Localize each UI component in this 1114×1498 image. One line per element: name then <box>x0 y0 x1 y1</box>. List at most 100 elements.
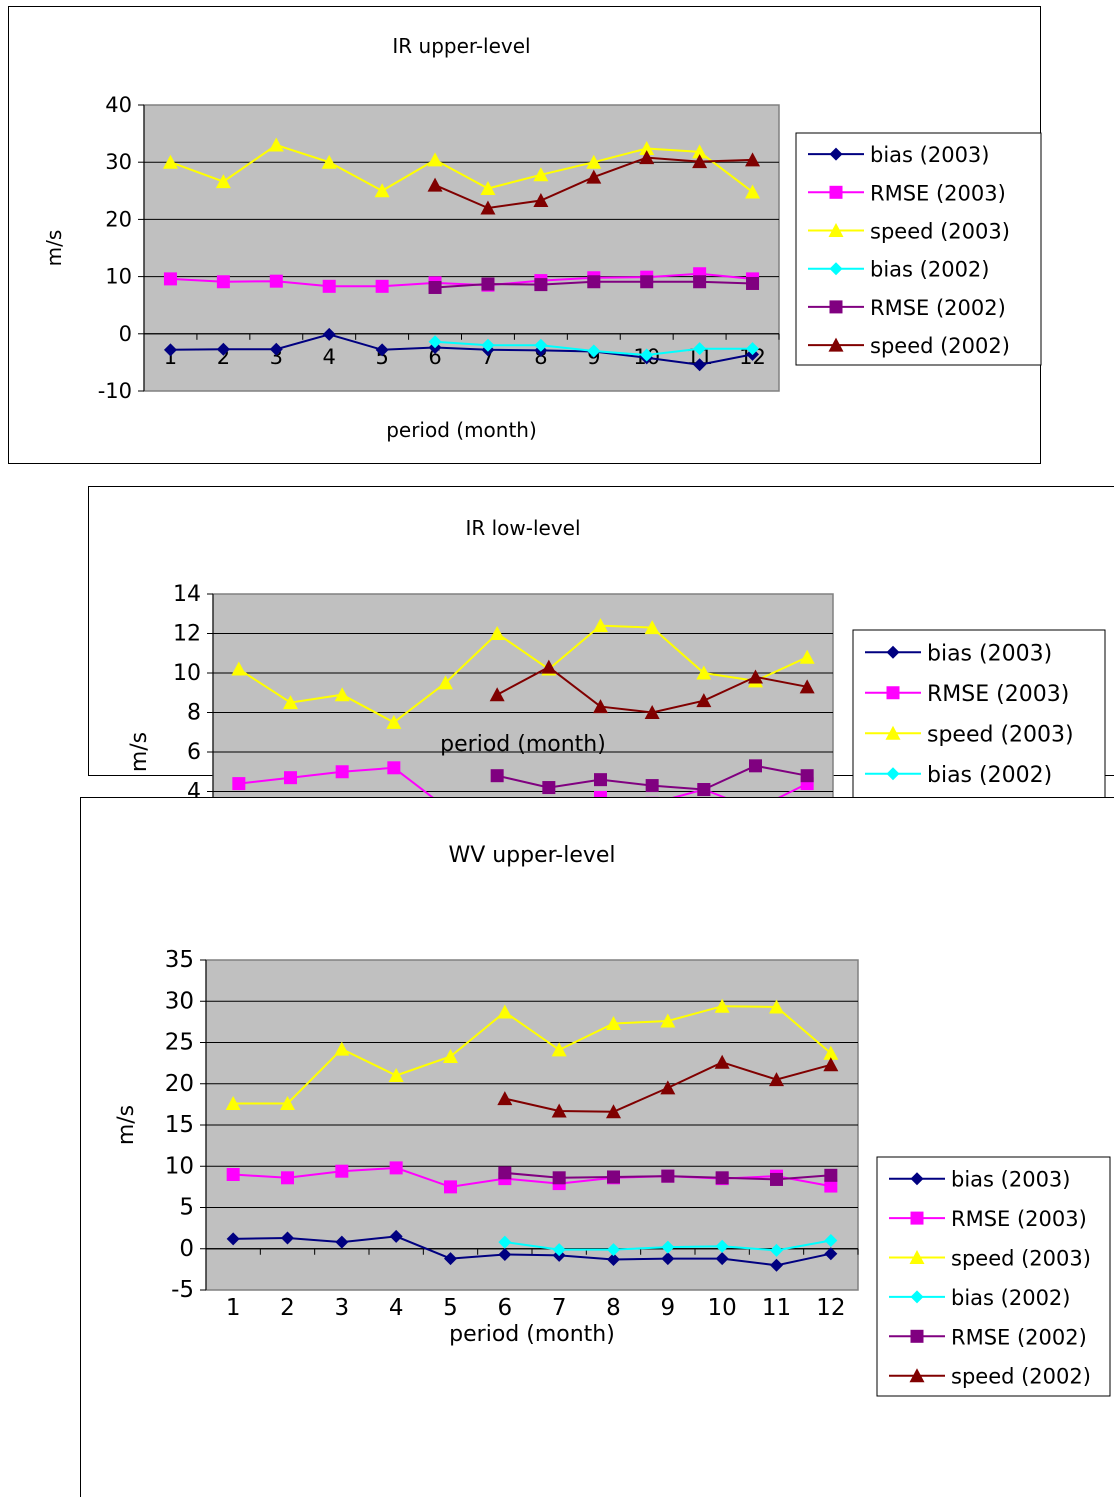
data-point <box>427 177 443 192</box>
legend-box <box>795 132 1042 366</box>
chart-ir-low-frame: IR low-level-202468101214123456789101112… <box>88 486 1114 941</box>
legend-entry: RMSE (2003) <box>951 1207 1087 1231</box>
data-point <box>693 342 707 356</box>
data-point <box>587 344 601 358</box>
series-4 <box>498 1166 838 1186</box>
data-point <box>281 1171 294 1185</box>
x-tick-label: 6 <box>498 1295 513 1321</box>
legend-swatch-marker <box>909 1250 925 1264</box>
chart-wv-upper-frame: WV upper-level -5 0 5 10 15 20 25 30 35 1 2 3 4 5 6 7 8 9 1… <box>80 797 1114 1497</box>
data-point <box>593 618 608 633</box>
legend-swatch-marker <box>829 262 843 276</box>
legend-entry: speed (2003) <box>951 1247 1091 1271</box>
data-point <box>480 181 496 196</box>
x-axis-label: period (month) <box>440 732 606 757</box>
legend-entry: speed (2002) <box>951 1365 1091 1389</box>
series-4 <box>490 759 814 797</box>
data-point <box>322 279 336 293</box>
x-tick-label: 9 <box>661 1295 676 1321</box>
series-5 <box>489 659 815 719</box>
data-point <box>586 154 602 169</box>
legend-swatch-marker <box>910 1329 924 1343</box>
x-tick-label: 7 <box>552 1295 567 1321</box>
data-point <box>640 348 654 362</box>
data-point <box>281 1231 294 1245</box>
x-tick-label: 10 <box>708 1295 737 1321</box>
legend-swatch-marker <box>829 147 843 161</box>
series-5 <box>427 150 761 215</box>
data-point <box>715 1171 729 1185</box>
legend-entry: bias (2002) <box>927 763 1052 788</box>
legend-entry: speed (2002) <box>870 334 1010 358</box>
data-point <box>498 1235 512 1249</box>
data-point <box>438 675 453 690</box>
y-tick-label: -10 <box>98 379 132 403</box>
legend-entry: speed (2003) <box>927 722 1074 747</box>
chart-ir-upper-frame: IR upper-level-1001020304012345678910111… <box>8 6 1042 464</box>
legend-entry: bias (2002) <box>951 1286 1070 1310</box>
data-point <box>824 1247 838 1261</box>
data-point <box>693 358 707 372</box>
x-tick-label: 1 <box>226 1295 241 1321</box>
series-4 <box>428 275 760 294</box>
legend-entry: RMSE (2003) <box>870 181 1006 205</box>
x-tick-label: 4 <box>323 345 336 369</box>
data-point <box>586 169 602 184</box>
legend-swatch-marker <box>910 1211 924 1225</box>
series-3 <box>428 335 760 362</box>
data-point <box>660 1080 676 1095</box>
legend-box <box>876 1156 1111 1397</box>
y-tick-label: 10 <box>173 661 201 686</box>
y-tick-label: 30 <box>105 150 132 174</box>
data-point <box>661 1252 675 1266</box>
data-point <box>216 275 230 289</box>
legend-swatch-marker <box>828 223 844 237</box>
data-point <box>660 1013 676 1028</box>
data-point <box>481 338 495 352</box>
series-line <box>170 272 753 288</box>
data-point <box>542 781 556 795</box>
data-point <box>746 276 760 290</box>
x-tick-label: 5 <box>443 1295 458 1321</box>
data-point <box>163 272 177 286</box>
series-line <box>170 333 753 366</box>
data-point <box>443 1049 458 1064</box>
y-tick-label: 35 <box>165 947 194 973</box>
data-point <box>489 626 505 640</box>
data-point <box>715 1252 729 1266</box>
legend-swatch-marker <box>885 725 901 740</box>
data-point <box>748 669 763 684</box>
x-tick-label: 11 <box>762 1295 791 1321</box>
data-point <box>284 771 297 785</box>
y-tick-label: 14 <box>173 582 201 607</box>
chart-ir-upper: IR upper-level-1001020304012345678910111… <box>42 34 1042 442</box>
data-point <box>534 338 548 352</box>
data-point <box>388 1068 404 1082</box>
series-line <box>238 624 808 724</box>
data-point <box>215 174 231 189</box>
series-2 <box>162 137 761 199</box>
data-point <box>389 1229 403 1243</box>
data-point <box>644 705 660 719</box>
data-point <box>824 1234 838 1247</box>
data-point <box>745 184 761 199</box>
data-point <box>225 1096 241 1111</box>
data-point <box>552 1243 566 1257</box>
legend-swatch-marker <box>829 300 843 314</box>
data-point <box>334 1041 350 1056</box>
data-point <box>232 777 246 791</box>
data-point <box>639 140 655 155</box>
legend-swatch-marker <box>886 645 900 659</box>
data-point <box>231 661 247 676</box>
legend-entry: bias (2003) <box>951 1168 1070 1192</box>
data-point <box>534 278 548 292</box>
data-point <box>269 274 283 288</box>
data-point <box>770 1243 783 1257</box>
data-point <box>489 687 505 702</box>
y-axis-label: m/s <box>127 732 152 772</box>
data-point <box>594 773 607 787</box>
data-point <box>389 1161 403 1175</box>
data-point <box>335 1235 349 1249</box>
legend: bias (2003) RMSE (2003) speed (2003) bias (… <box>795 132 1042 366</box>
